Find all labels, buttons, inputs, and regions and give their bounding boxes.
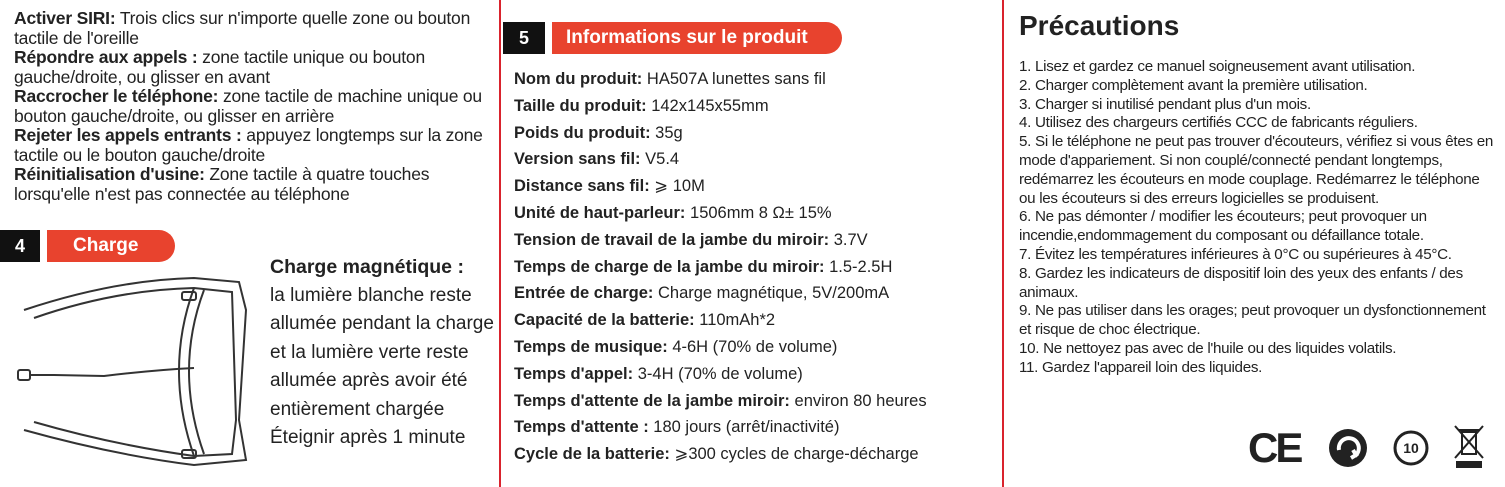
control-text: appuyez longtemps sur la zone tactile ou… <box>14 125 483 165</box>
spec-value: ⩾300 cycles de charge-décharge <box>669 445 919 464</box>
spec-value: ⩾ 10M <box>649 177 705 196</box>
spec-value: 1.5-2.5H <box>824 257 893 276</box>
spec-label: Distance sans fil: <box>514 177 650 196</box>
recycle-arrow <box>1336 436 1361 460</box>
spec-row: Version sans fil: V5.4 <box>514 146 927 173</box>
spec-label: Version sans fil: <box>514 150 641 169</box>
control-item: Raccrocher le téléphone: zone tactile de… <box>14 86 499 126</box>
spec-label: Temps d'attente : <box>514 418 649 437</box>
ce-mark: CE <box>1248 424 1302 471</box>
spec-label: Taille du produit: <box>514 96 647 115</box>
spec-row: Distance sans fil: ⩾ 10M <box>514 173 927 200</box>
spec-label: Temps d'appel: <box>514 364 634 383</box>
spec-label: Temps de musique: <box>514 337 668 356</box>
spec-label: Tension de travail de la jambe du miroir… <box>514 230 830 249</box>
spec-label: Cycle de la batterie: <box>514 445 670 464</box>
weee-icon <box>1454 425 1484 468</box>
section-number: 5 <box>503 22 545 54</box>
control-item: Réinitialisation d'usine: Zone tactile à… <box>14 164 499 204</box>
section-title: Informations sur le produit <box>552 22 842 54</box>
control-item: Rejeter les appels entrants : appuyez lo… <box>14 125 499 165</box>
controls-list: Activer SIRI: Trois clics sur n'importe … <box>14 8 499 204</box>
spec-row: Tension de travail de la jambe du miroir… <box>514 227 927 254</box>
charge-title: Charge magnétique : <box>270 256 464 278</box>
spec-label: Unité de haut-parleur: <box>514 203 686 222</box>
recycle-icon <box>1329 429 1367 467</box>
control-text: zone tactile unique ou bouton gauche/dro… <box>14 47 426 87</box>
control-label: Activer SIRI: <box>14 8 116 28</box>
divider <box>499 0 501 487</box>
section-number: 4 <box>0 230 40 262</box>
control-label: Répondre aux appels : <box>14 47 198 67</box>
spec-value: 4-6H (70% de volume) <box>667 337 838 356</box>
spec-value: HA507A lunettes sans fil <box>642 70 826 88</box>
precaution-item: 9. Ne pas utiliser dans les orages; peut… <box>1019 302 1486 339</box>
precaution-item: 7. Évitez les températures inférieures à… <box>1019 245 1452 263</box>
divider <box>1002 0 1004 487</box>
precaution-item: 6. Ne pas démonter / modifier les écoute… <box>1019 208 1427 245</box>
precautions-list: 1. Lisez et gardez ce manuel soigneuseme… <box>1019 58 1494 378</box>
spec-value: 110mAh*2 <box>694 311 776 330</box>
precautions-title: Précautions <box>1019 10 1180 41</box>
spec-label: Poids du produit: <box>514 123 651 142</box>
control-label: Rejeter les appels entrants : <box>14 125 242 145</box>
spec-value: 3-4H (70% de volume) <box>633 364 803 383</box>
precaution-item: 10. Ne nettoyez pas avec de l'huile ou d… <box>1019 339 1397 357</box>
section-title: Charge <box>47 230 175 262</box>
control-item: Activer SIRI: Trois clics sur n'importe … <box>14 8 499 48</box>
precaution-item: 3. Charger si inutilisé pendant plus d'u… <box>1019 95 1311 113</box>
precaution-item: 5. Si le téléphone ne peut pas trouver d… <box>1019 133 1493 207</box>
spec-row: Cycle de la batterie: ⩾300 cycles de cha… <box>514 441 927 468</box>
control-text: Zone tactile à quatre touches lorsqu'ell… <box>14 164 430 204</box>
spec-row: Temps d'attente : 180 jours (arrêt/inact… <box>514 414 927 441</box>
charge-text: la lumière blanche reste allumée pendant… <box>270 284 494 449</box>
spec-value: Charge magnétique, 5V/200mA <box>653 284 890 303</box>
charge-info: Charge magnétique : la lumière blanche r… <box>270 253 500 453</box>
glasses-illustration <box>17 276 248 467</box>
spec-row: Temps de charge de la jambe du miroir: 1… <box>514 254 927 281</box>
spec-value: 180 jours (arrêt/inactivité) <box>648 418 840 437</box>
spec-value: 3.7V <box>829 230 868 249</box>
spec-label: Nom du produit: <box>514 70 643 88</box>
epup-icon <box>1393 430 1429 466</box>
spec-label: Entrée de charge: <box>514 284 654 303</box>
spec-row: Capacité de la batterie: 110mAh*2 <box>514 307 927 334</box>
spec-value: environ 80 heures <box>789 391 927 410</box>
spec-value: 1506mm 8 Ω± 15% <box>685 203 832 222</box>
precaution-item: 8. Gardez les indicateurs de dispositif … <box>1019 264 1463 301</box>
control-label: Réinitialisation d'usine: <box>14 164 205 184</box>
control-item: Répondre aux appels : zone tactile uniqu… <box>14 47 499 87</box>
precaution-item: 2. Charger complètement avant la premièr… <box>1019 76 1368 94</box>
control-text: zone tactile de machine unique ou bouton… <box>14 86 482 126</box>
spec-list: Nom du produit: HA507A lunettes sans fil… <box>514 66 927 468</box>
control-label: Raccrocher le téléphone: <box>14 86 219 106</box>
spec-label: Temps d'attente de la jambe miroir: <box>514 391 790 410</box>
spec-row: Temps de musique: 4-6H (70% de volume) <box>514 334 927 361</box>
spec-row: Taille du produit: 142x145x55mm <box>514 93 927 120</box>
spec-row: Poids du produit: 35g <box>514 120 927 147</box>
control-text: Trois clics sur n'importe quelle zone ou… <box>14 8 471 48</box>
spec-label: Temps de charge de la jambe du miroir: <box>514 257 825 276</box>
spec-row: Temps d'appel: 3-4H (70% de volume) <box>514 361 927 388</box>
spec-value: V5.4 <box>640 150 680 169</box>
spec-row: Temps d'attente de la jambe miroir: envi… <box>514 388 927 415</box>
precaution-item: 11. Gardez l'appareil loin des liquides. <box>1019 358 1263 376</box>
spec-row: Nom du produit: HA507A lunettes sans fil <box>514 66 927 93</box>
spec-row: Entrée de charge: Charge magnétique, 5V/… <box>514 280 927 307</box>
spec-row: Unité de haut-parleur: 1506mm 8 Ω± 15% <box>514 200 927 227</box>
certification-icons: CE 10 <box>1248 424 1484 471</box>
precaution-item: 1. Lisez et gardez ce manuel soigneuseme… <box>1019 58 1416 75</box>
spec-value: 142x145x55mm <box>646 96 769 115</box>
spec-label: Capacité de la batterie: <box>514 311 695 330</box>
spec-value: 35g <box>650 123 683 142</box>
epup-years: 10 <box>1403 440 1419 456</box>
precaution-item: 4. Utilisez des chargeurs certifiés CCC … <box>1019 114 1418 132</box>
